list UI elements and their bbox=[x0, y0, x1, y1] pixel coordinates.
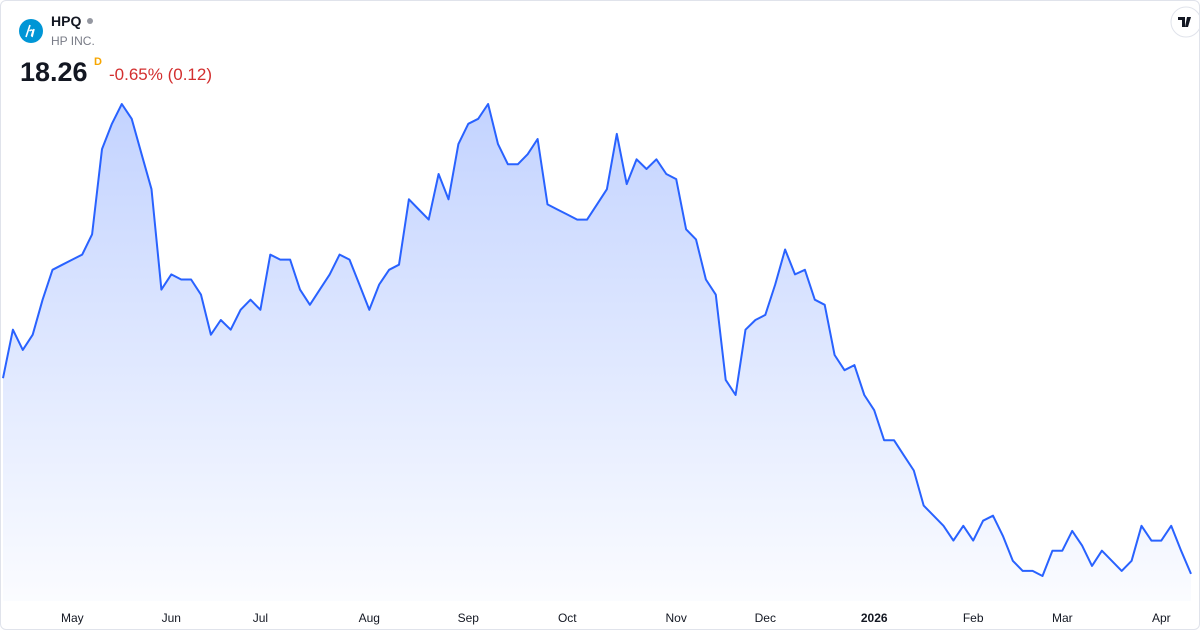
logo bbox=[19, 19, 43, 43]
x-tick-label: May bbox=[61, 611, 84, 625]
change: -0.65% (0.12) bbox=[109, 65, 212, 84]
x-tick-label: 2026 bbox=[861, 611, 888, 625]
x-tick-label: Nov bbox=[666, 611, 687, 625]
x-tick-label: Aug bbox=[359, 611, 380, 625]
x-tick-label: Mar bbox=[1052, 611, 1073, 625]
status-dot bbox=[87, 18, 93, 24]
price: 18.26 bbox=[20, 57, 88, 87]
x-tick-label: Oct bbox=[558, 611, 577, 625]
company-name: HP INC. bbox=[51, 34, 95, 48]
x-tick-label: Apr bbox=[1152, 611, 1171, 625]
price-line bbox=[2, 103, 1192, 577]
tradingview-logo[interactable] bbox=[1170, 6, 1199, 38]
x-tick-label: Jul bbox=[253, 611, 268, 625]
area-fill bbox=[3, 104, 1191, 601]
interval: D bbox=[94, 56, 102, 68]
x-tick-label: Sep bbox=[458, 611, 480, 625]
x-tick-label: Jun bbox=[162, 611, 181, 625]
symbol[interactable]: HPQ bbox=[51, 13, 82, 29]
x-tick-label: Feb bbox=[963, 611, 984, 625]
x-tick-label: Dec bbox=[755, 611, 776, 625]
